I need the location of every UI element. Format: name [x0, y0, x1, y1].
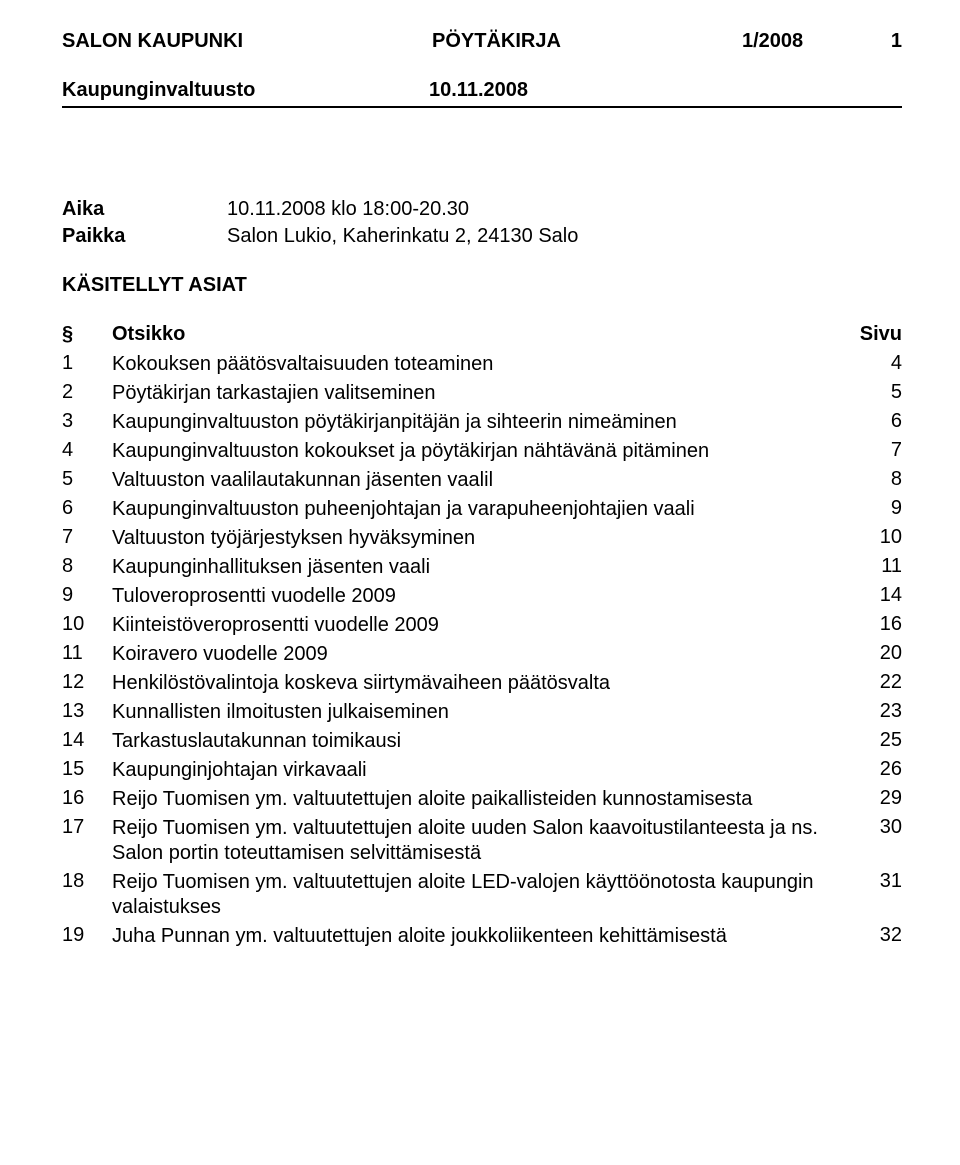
toc-item-num: 5	[62, 468, 112, 491]
toc-item-num: 10	[62, 613, 112, 636]
toc-item-num: 6	[62, 497, 112, 520]
toc-header-num: §	[62, 323, 112, 346]
toc-item-num: 8	[62, 555, 112, 578]
toc-item-title: Tuloveroprosentti vuodelle 2009	[112, 584, 852, 609]
toc-item-num: 2	[62, 381, 112, 404]
toc-item-title: Henkilöstövalintoja koskeva siirtymävaih…	[112, 671, 852, 696]
time-value: 10.11.2008 klo 18:00-20.30	[227, 198, 469, 221]
toc-item-num: 13	[62, 700, 112, 723]
toc-item-num: 18	[62, 870, 112, 893]
toc-item-page: 23	[852, 700, 902, 723]
toc-item-page: 25	[852, 729, 902, 752]
toc-row: 16Reijo Tuomisen ym. valtuutettujen aloi…	[62, 787, 902, 812]
toc-item-num: 4	[62, 439, 112, 462]
toc-item-page: 29	[852, 787, 902, 810]
page-number: 1	[872, 30, 902, 53]
meta-row-time: Aika 10.11.2008 klo 18:00-20.30	[62, 198, 902, 221]
toc-item-num: 11	[62, 642, 112, 665]
toc-item-page: 30	[852, 816, 902, 839]
toc-item-title: Valtuuston vaalilautakunnan jäsenten vaa…	[112, 468, 852, 493]
toc-item-num: 16	[62, 787, 112, 810]
toc-item-title: Kunnallisten ilmoitusten julkaiseminen	[112, 700, 852, 725]
toc-item-page: 5	[852, 381, 902, 404]
toc-item-page: 10	[852, 526, 902, 549]
toc-item-page: 8	[852, 468, 902, 491]
toc-item-title: Reijo Tuomisen ym. valtuutettujen aloite…	[112, 787, 852, 812]
toc-item-title: Pöytäkirjan tarkastajien valitseminen	[112, 381, 852, 406]
toc-item-title: Kokouksen päätösvaltaisuuden toteaminen	[112, 352, 852, 377]
toc-item-page: 26	[852, 758, 902, 781]
municipality-name: SALON KAUPUNKI	[62, 30, 432, 53]
toc-row: 14Tarkastuslautakunnan toimikausi25	[62, 729, 902, 754]
toc-item-title: Kaupunginvaltuuston puheenjohtajan ja va…	[112, 497, 852, 522]
toc-item-page: 9	[852, 497, 902, 520]
toc-item-page: 6	[852, 410, 902, 433]
meeting-date: 10.11.2008	[429, 79, 902, 102]
toc-header-row: § Otsikko Sivu	[62, 323, 902, 346]
toc-item-title: Kaupunginvaltuuston pöytäkirjanpitäjän j…	[112, 410, 852, 435]
toc-item-num: 9	[62, 584, 112, 607]
toc-item-title: Reijo Tuomisen ym. valtuutettujen aloite…	[112, 870, 852, 920]
toc-item-page: 4	[852, 352, 902, 375]
section-title: KÄSITELLYT ASIAT	[62, 274, 902, 297]
toc-row: 7Valtuuston työjärjestyksen hyväksyminen…	[62, 526, 902, 551]
toc-item-num: 15	[62, 758, 112, 781]
toc-item-page: 7	[852, 439, 902, 462]
toc-item-num: 17	[62, 816, 112, 839]
toc-item-title: Valtuuston työjärjestyksen hyväksyminen	[112, 526, 852, 551]
toc-item-page: 32	[852, 924, 902, 947]
toc-item-title: Koiravero vuodelle 2009	[112, 642, 852, 667]
toc-item-page: 31	[852, 870, 902, 893]
toc-item-title: Kaupunginvaltuuston kokoukset ja pöytäki…	[112, 439, 852, 464]
toc-item-num: 1	[62, 352, 112, 375]
toc-header-title: Otsikko	[112, 323, 852, 346]
toc-row: 10Kiinteistöveroprosentti vuodelle 20091…	[62, 613, 902, 638]
toc-item-page: 16	[852, 613, 902, 636]
document-type: PÖYTÄKIRJA	[432, 30, 742, 53]
toc-item-page: 22	[852, 671, 902, 694]
toc-item-page: 20	[852, 642, 902, 665]
toc-item-page: 14	[852, 584, 902, 607]
toc-item-title: Tarkastuslautakunnan toimikausi	[112, 729, 852, 754]
toc-row: 2Pöytäkirjan tarkastajien valitseminen5	[62, 381, 902, 406]
toc-item-num: 19	[62, 924, 112, 947]
toc-row: 8Kaupunginhallituksen jäsenten vaali11	[62, 555, 902, 580]
document-reference: 1/2008	[742, 30, 872, 53]
toc-row: 3Kaupunginvaltuuston pöytäkirjanpitäjän …	[62, 410, 902, 435]
toc-row: 18Reijo Tuomisen ym. valtuutettujen aloi…	[62, 870, 902, 920]
toc-item-num: 7	[62, 526, 112, 549]
header-sub-line: Kaupunginvaltuusto 10.11.2008	[62, 79, 902, 108]
toc-row: 15Kaupunginjohtajan virkavaali26	[62, 758, 902, 783]
time-label: Aika	[62, 198, 227, 221]
toc-item-page: 11	[852, 555, 902, 578]
toc-row: 19Juha Punnan ym. valtuutettujen aloite …	[62, 924, 902, 949]
place-label: Paikka	[62, 225, 227, 248]
place-value: Salon Lukio, Kaherinkatu 2, 24130 Salo	[227, 225, 578, 248]
toc-row: 6Kaupunginvaltuuston puheenjohtajan ja v…	[62, 497, 902, 522]
toc-row: 13Kunnallisten ilmoitusten julkaiseminen…	[62, 700, 902, 725]
toc-body: 1Kokouksen päätösvaltaisuuden toteaminen…	[62, 352, 902, 949]
header-top-line: SALON KAUPUNKI PÖYTÄKIRJA 1/2008 1	[62, 30, 902, 53]
toc-header-page: Sivu	[852, 323, 902, 346]
toc-row: 4Kaupunginvaltuuston kokoukset ja pöytäk…	[62, 439, 902, 464]
meeting-meta: Aika 10.11.2008 klo 18:00-20.30 Paikka S…	[62, 198, 902, 248]
toc-item-title: Reijo Tuomisen ym. valtuutettujen aloite…	[112, 816, 852, 866]
toc-row: 12Henkilöstövalintoja koskeva siirtymäva…	[62, 671, 902, 696]
council-name: Kaupunginvaltuusto	[62, 79, 429, 102]
toc-item-title: Kiinteistöveroprosentti vuodelle 2009	[112, 613, 852, 638]
toc-row: 1Kokouksen päätösvaltaisuuden toteaminen…	[62, 352, 902, 377]
toc-row: 17Reijo Tuomisen ym. valtuutettujen aloi…	[62, 816, 902, 866]
toc-row: 9Tuloveroprosentti vuodelle 200914	[62, 584, 902, 609]
toc-row: 5Valtuuston vaalilautakunnan jäsenten va…	[62, 468, 902, 493]
toc-item-num: 12	[62, 671, 112, 694]
meta-row-place: Paikka Salon Lukio, Kaherinkatu 2, 24130…	[62, 225, 902, 248]
document-page: SALON KAUPUNKI PÖYTÄKIRJA 1/2008 1 Kaupu…	[0, 0, 960, 1165]
toc-item-num: 14	[62, 729, 112, 752]
toc-item-title: Juha Punnan ym. valtuutettujen aloite jo…	[112, 924, 852, 949]
toc-item-num: 3	[62, 410, 112, 433]
toc-item-title: Kaupunginhallituksen jäsenten vaali	[112, 555, 852, 580]
toc-item-title: Kaupunginjohtajan virkavaali	[112, 758, 852, 783]
toc-row: 11Koiravero vuodelle 200920	[62, 642, 902, 667]
